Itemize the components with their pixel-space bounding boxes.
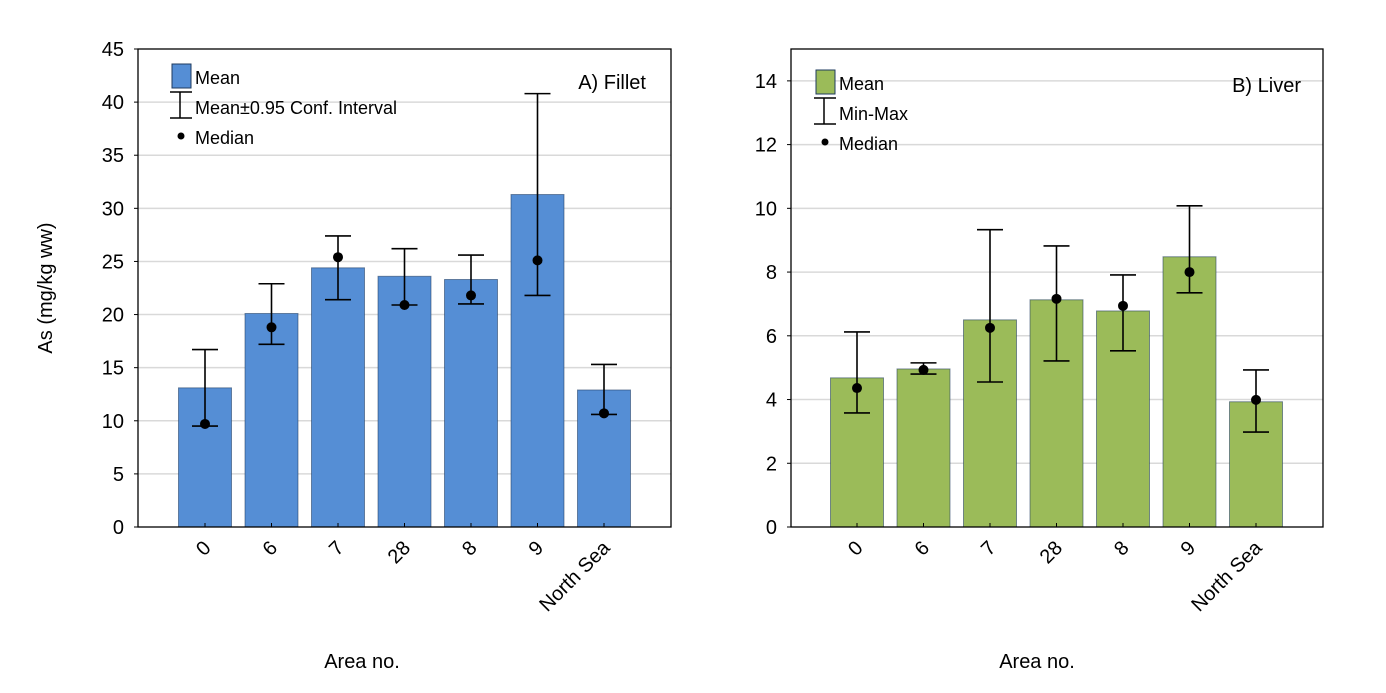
x-tick-label: 0 (844, 537, 867, 560)
y-tick-label: 0 (766, 517, 777, 539)
legend: Mean Min-Max Median (814, 69, 908, 154)
median-point (466, 290, 476, 301)
x-tick-label: 9 (525, 537, 548, 560)
y-axis-title: As (mg/kg ww) (35, 222, 57, 353)
median-point (1184, 267, 1195, 278)
median-point (599, 408, 609, 419)
x-tick-label: 28 (384, 537, 415, 568)
median-point (1051, 293, 1062, 304)
y-tick-label: 35 (102, 145, 124, 167)
median-point (852, 383, 862, 394)
y-tick-label: 5 (113, 464, 124, 486)
median-point (266, 322, 277, 333)
legend-label: Mean±0.95 Conf. Interval (195, 98, 397, 118)
legend: Mean Mean±0.95 Conf. Interval Median (170, 63, 397, 148)
x-tick-label: 8 (458, 537, 481, 560)
legend-label: Mean (195, 68, 240, 88)
y-tick-label: 4 (766, 390, 777, 412)
y-tick-label: 20 (102, 305, 124, 327)
legend-label: Min-Max (839, 104, 908, 124)
panel-label: B) Liver (1232, 75, 1301, 97)
x-axis-title: Area no. (324, 651, 400, 673)
x-tick-label: 6 (259, 537, 282, 560)
x-tick-label: North Sea (1187, 536, 1267, 616)
plot-frame (790, 48, 1324, 528)
x-tick-label: 8 (1110, 537, 1133, 560)
median-point (1118, 300, 1128, 311)
y-tick-label: 8 (766, 262, 777, 284)
y-tick-label: 12 (755, 135, 777, 157)
x-axis-title: Area no. (999, 651, 1075, 673)
x-tick-label: 9 (1177, 537, 1200, 560)
y-tick-label: 40 (102, 92, 124, 114)
legend-label: Mean (839, 74, 884, 94)
panel-label: A) Fillet (578, 72, 646, 94)
legend-label: Median (195, 128, 254, 148)
bar-mean (444, 279, 498, 528)
y-tick-label: 10 (102, 411, 124, 433)
legend-label: Median (839, 134, 898, 154)
y-tick-label: 15 (102, 358, 124, 380)
median-point (1251, 394, 1261, 405)
x-tick-label: 0 (192, 537, 215, 560)
x-tick-label: 7 (325, 537, 348, 560)
bar-mean (896, 368, 951, 528)
median-point (399, 299, 410, 310)
legend-swatch-mean (815, 69, 836, 95)
median-point (532, 255, 543, 266)
bar-mean (377, 275, 432, 528)
y-tick-label: 14 (755, 71, 777, 93)
bar-mean (1162, 256, 1217, 528)
y-tick-label: 10 (755, 198, 777, 220)
bar-mean (311, 267, 365, 528)
y-tick-label: 6 (766, 326, 777, 348)
y-tick-label: 45 (102, 39, 124, 61)
x-tick-label: 28 (1036, 537, 1067, 568)
plot-frame (137, 48, 672, 528)
median-point (333, 252, 343, 263)
x-tick-label: 6 (911, 537, 934, 560)
legend-median-dot (177, 132, 185, 140)
y-tick-label: 0 (113, 517, 124, 539)
x-tick-label: 7 (977, 537, 1000, 560)
y-tick-label: 25 (102, 251, 124, 273)
y-tick-label: 2 (766, 453, 777, 475)
median-point (200, 418, 210, 429)
legend-swatch-mean (171, 63, 192, 89)
x-tick-label: North Sea (535, 536, 615, 616)
y-tick-label: 30 (102, 198, 124, 220)
legend-median-dot (821, 138, 829, 146)
bar-mean (244, 312, 299, 528)
median-point (918, 364, 929, 375)
median-point (985, 322, 995, 333)
